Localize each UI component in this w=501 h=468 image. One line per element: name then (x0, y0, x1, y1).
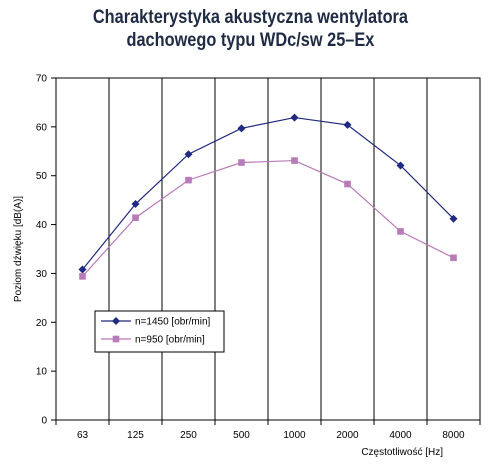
data-point-series-2 (291, 157, 298, 164)
series-line-1 (82, 116, 454, 270)
x-tick-label: 2000 (336, 430, 359, 441)
y-tick-label: 50 (36, 171, 48, 182)
x-axis-ticks: 63 125 250 500 1000 2000 4000 8000 (55, 420, 481, 441)
series-lines (82, 116, 454, 277)
x-tick-label: 63 (77, 430, 89, 441)
legend-label-1: n=1450 [obr/min] (135, 317, 211, 328)
data-point-series-1 (78, 265, 87, 274)
y-tick-label: 10 (36, 367, 48, 378)
x-tick-label: 500 (233, 430, 250, 441)
data-point-series-2 (450, 254, 457, 262)
chart-title: Charakterystyka akustyczna wentylatora d… (35, 6, 466, 52)
chart-title-line-1: Charakterystyka akustyczna wentylatora (92, 7, 409, 28)
data-point-series-2 (132, 214, 139, 222)
x-tick-label: 125 (127, 430, 144, 441)
legend-marker-2 (112, 335, 120, 343)
data-point-series-2 (344, 180, 351, 188)
y-tick-label: 20 (36, 318, 48, 329)
data-point-series-1 (343, 120, 352, 129)
data-point-series-2 (185, 176, 192, 184)
x-tick-label: 4000 (389, 430, 412, 441)
legend-label-2: n=950 [obr/min] (135, 335, 205, 346)
y-tick-label: 0 (41, 416, 47, 427)
data-point-series-1 (237, 124, 246, 133)
grid-lines (108, 78, 428, 420)
y-tick-label: 30 (36, 269, 48, 280)
y-axis-label: Poziom dźwięku [dB(A)] (13, 196, 24, 302)
x-tick-label: 250 (180, 430, 197, 441)
x-tick-label: 1000 (283, 430, 306, 441)
data-point-series-1 (396, 161, 405, 170)
legend: n=1450 [obr/min] n=950 [obr/min] (94, 310, 225, 353)
x-tick-label: 8000 (442, 430, 465, 441)
legend-items: n=1450 [obr/min] n=950 [obr/min] (101, 317, 211, 346)
data-point-series-1 (131, 200, 140, 209)
data-point-series-2 (79, 273, 86, 280)
data-point-series-1 (290, 113, 299, 122)
y-tick-label: 60 (36, 122, 48, 133)
series-line-2 (82, 159, 454, 277)
y-tick-label: 70 (36, 74, 48, 85)
data-point-series-1 (449, 214, 458, 223)
data-point-series-2 (397, 228, 404, 235)
y-tick-label: 40 (36, 220, 48, 231)
x-axis-label: Częstotliwość [Hz] (361, 447, 443, 458)
chart-title-line-2: dachowego typu WDc/sw 25–Ex (126, 30, 375, 51)
legend-marker-1 (112, 317, 120, 325)
series-markers (78, 113, 458, 280)
data-point-series-1 (184, 150, 193, 159)
data-point-series-2 (238, 159, 245, 166)
y-axis-ticks: 0 10 20 30 40 50 60 70 (36, 74, 56, 427)
